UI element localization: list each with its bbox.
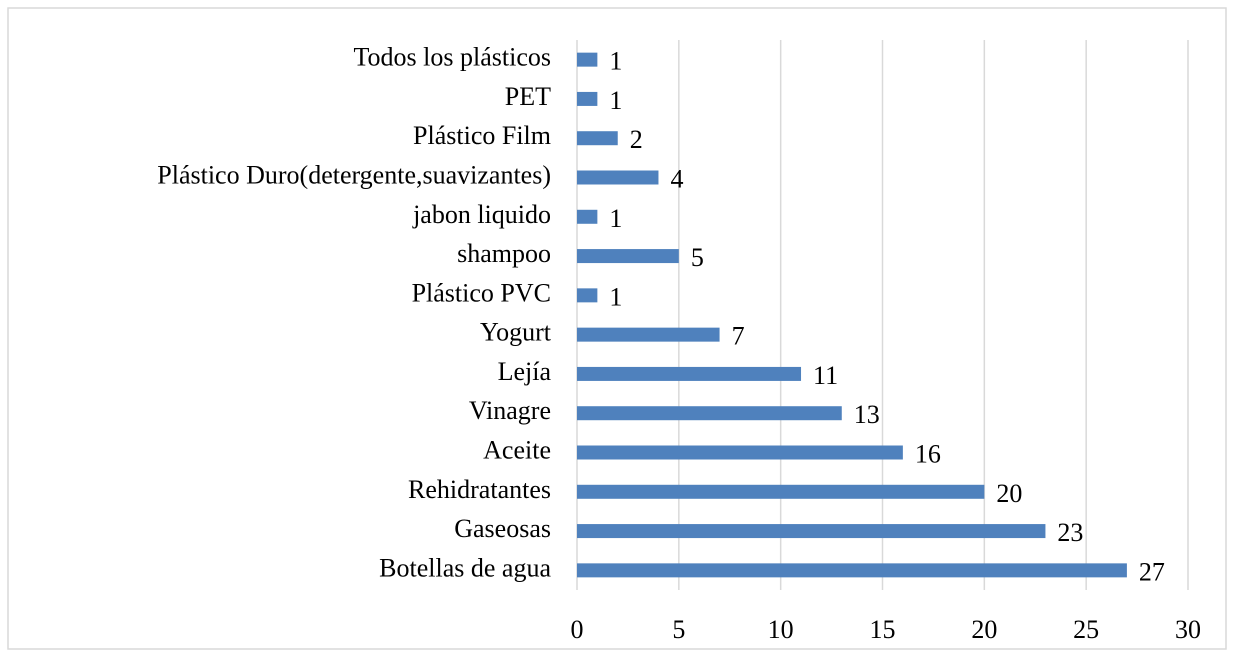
data-label: 20 xyxy=(996,479,1022,508)
data-label: 2 xyxy=(630,125,643,154)
bar xyxy=(577,288,598,303)
bar xyxy=(577,406,842,421)
x-tick-label: 30 xyxy=(1175,615,1201,644)
x-tick-label: 10 xyxy=(768,615,794,644)
chart-border xyxy=(7,7,1227,650)
y-tick-label: Botellas de agua xyxy=(379,553,551,582)
bar xyxy=(577,209,598,224)
y-tick-label: Vinagre xyxy=(469,396,551,425)
y-tick-label: Plástico PVC xyxy=(412,278,551,307)
bar xyxy=(577,91,598,106)
bar xyxy=(577,131,618,146)
bar xyxy=(577,524,1046,539)
x-tick-label: 0 xyxy=(571,615,584,644)
y-tick-label: Rehidratantes xyxy=(408,475,551,504)
y-tick-label: Aceite xyxy=(483,435,551,464)
data-label: 1 xyxy=(609,86,622,115)
x-tick-label: 20 xyxy=(971,615,997,644)
y-tick-label: jabon liquido xyxy=(412,200,551,229)
bar xyxy=(577,52,598,67)
data-label: 16 xyxy=(915,439,941,468)
y-tick-label: PET xyxy=(505,82,551,111)
bar xyxy=(577,327,720,342)
y-tick-label: Plástico Film xyxy=(413,121,551,150)
y-tick-label: Todos los plásticos xyxy=(353,43,551,72)
data-label: 7 xyxy=(732,322,745,351)
bar xyxy=(577,170,659,185)
y-tick-label: Gaseosas xyxy=(454,514,551,543)
data-label: 5 xyxy=(691,243,704,272)
data-label: 23 xyxy=(1057,518,1083,547)
data-label: 13 xyxy=(854,400,880,429)
bar xyxy=(577,366,802,381)
y-tick-label: Yogurt xyxy=(480,318,552,347)
y-tick-label: Lejía xyxy=(498,357,552,386)
data-label: 27 xyxy=(1139,557,1165,586)
data-label: 1 xyxy=(609,204,622,233)
bar xyxy=(577,445,903,460)
data-label: 1 xyxy=(609,282,622,311)
data-label: 1 xyxy=(609,47,622,76)
bar xyxy=(577,563,1127,578)
data-label: 11 xyxy=(813,361,838,390)
y-tick-label: Plástico Duro(detergente,suavizantes) xyxy=(157,160,551,189)
data-label: 4 xyxy=(670,164,683,193)
bar xyxy=(577,249,679,264)
x-tick-label: 15 xyxy=(870,615,896,644)
y-tick-label: shampoo xyxy=(457,239,551,268)
x-tick-label: 5 xyxy=(672,615,685,644)
x-tick-label: 25 xyxy=(1073,615,1099,644)
bar xyxy=(577,484,985,499)
